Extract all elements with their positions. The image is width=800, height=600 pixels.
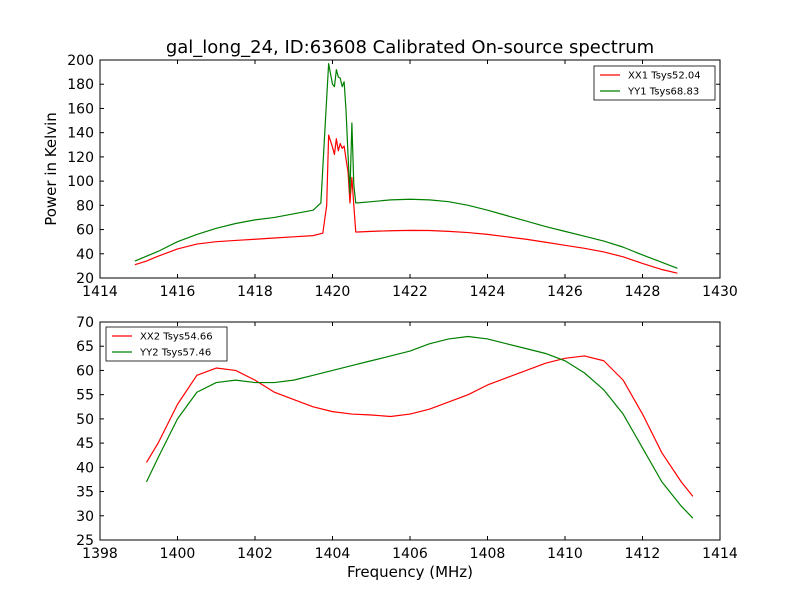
plot2-y-tick-label: 60: [76, 363, 94, 379]
plot2-series-1-line: [145, 355, 694, 497]
plot2-x-tick-label: 1410: [547, 546, 583, 562]
plot1-series-2-line: [134, 63, 678, 269]
plot1-y-tick-label: 160: [67, 101, 94, 117]
plot2-x-tick-label: 1412: [625, 546, 661, 562]
bottom-x-axis-label: Frequency (MHz): [347, 563, 473, 581]
plot2-x-tick-label: 1400: [160, 546, 196, 562]
plot1-y-tick-label: 60: [76, 223, 94, 239]
plot1-x-tick-label: 1428: [625, 284, 661, 300]
plot2-y-tick-label: 25: [76, 533, 94, 549]
plot2-y-tick-label: 70: [76, 315, 94, 331]
plot2-y-tick-label: 65: [76, 339, 94, 355]
bottom-plot: 1398 1400 1402 1404 1406 1408 1410 1412 1414 25 30…: [76, 315, 738, 562]
chart-title: gal_long_24, ID:63608 Calibrated On-sour…: [166, 37, 654, 58]
plot2-x-tick-label: 1414: [702, 546, 738, 562]
plot2-x-tick-label: 1404: [315, 546, 351, 562]
plot2-legend-box: [105, 326, 228, 362]
plot2-x-tick-label: 1408: [470, 546, 506, 562]
plot2-y-tick-label: 45: [76, 436, 94, 452]
plot2-y-tick-label: 35: [76, 485, 94, 501]
plot1-y-tick-label: 100: [67, 174, 94, 190]
top-y-axis-label: Power in Kelvin: [42, 112, 60, 226]
plot1-x-tick-label: 1424: [470, 284, 506, 300]
plot2-x-tick-label: 1406: [392, 546, 428, 562]
plot1-legend-label: XX1 Tsys52.04: [628, 71, 701, 82]
plot1-x-tick-label: 1426: [547, 284, 583, 300]
plot2-x-tick-label: 1398: [82, 546, 118, 562]
plot2-legend-label: XX2 Tsys54.66: [140, 332, 213, 343]
top-plot: 1414 1416 1418 1420 1422 1424 1426 1428 1430 20 40…: [67, 53, 738, 300]
plot2-series-2-line: [145, 335, 694, 519]
plot1-legend-box: [593, 65, 716, 101]
plot1-legend-label: YY1 Tsys68.83: [627, 87, 699, 98]
plot2-y-tick-label: 55: [76, 388, 94, 404]
plot1-y-tick-label: 80: [76, 198, 94, 214]
plot1-x-tick-label: 1414: [82, 284, 118, 300]
plot2-y-tick-label: 40: [76, 460, 94, 476]
plot2-legend-label: YY2 Tsys57.46: [139, 348, 211, 359]
plot1-y-tick-label: 120: [67, 150, 94, 166]
plot1-y-tick-label: 40: [76, 247, 94, 263]
plot2-x-tick-label: 1402: [237, 546, 273, 562]
plot1-x-tick-label: 1422: [392, 284, 428, 300]
plot1-y-tick-label: 180: [67, 77, 94, 93]
plot1-x-tick-label: 1416: [160, 284, 196, 300]
plot1-y-tick-label: 20: [76, 271, 94, 287]
plot1-series-1-line: [134, 134, 678, 274]
plot1-x-tick-label: 1420: [315, 284, 351, 300]
plot1-x-tick-label: 1430: [702, 284, 738, 300]
plot1-x-tick-label: 1418: [237, 284, 273, 300]
plot2-y-tick-label: 30: [76, 509, 94, 525]
plot2-y-tick-label: 50: [76, 412, 94, 428]
plot2-legend: XX2 Tsys54.66 YY2 Tsys57.46: [105, 326, 228, 362]
plot1-y-tick-label: 140: [67, 126, 94, 142]
plot1-y-tick-label: 200: [67, 53, 94, 69]
plot1-legend: XX1 Tsys52.04 YY1 Tsys68.83: [593, 65, 716, 101]
